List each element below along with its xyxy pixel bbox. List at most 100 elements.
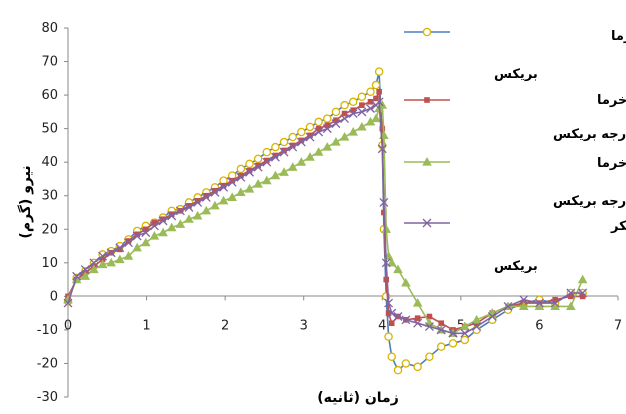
data-point bbox=[99, 256, 106, 263]
data-point bbox=[125, 238, 132, 244]
data-point bbox=[393, 264, 403, 274]
data-point bbox=[279, 137, 289, 147]
legend-entry bbox=[404, 218, 450, 228]
data-point bbox=[503, 301, 513, 311]
legend-entry bbox=[404, 97, 450, 103]
data-point bbox=[359, 102, 365, 108]
data-point bbox=[366, 87, 375, 96]
data-point bbox=[89, 264, 99, 274]
data-point bbox=[393, 312, 403, 321]
x-tick-label: 5 bbox=[457, 318, 465, 333]
legend-label: بریکس bbox=[494, 259, 538, 274]
data-point bbox=[322, 142, 333, 151]
x-axis-title: زمان (ثانیه) bbox=[317, 390, 399, 406]
data-point bbox=[98, 251, 108, 261]
legend-marker bbox=[422, 27, 432, 37]
data-point bbox=[166, 222, 177, 232]
data-point bbox=[314, 127, 324, 137]
data-point bbox=[448, 339, 458, 348]
data-point bbox=[314, 117, 323, 127]
data-point bbox=[201, 205, 212, 215]
data-point bbox=[297, 127, 306, 137]
data-point bbox=[436, 342, 446, 351]
data-point bbox=[63, 298, 73, 308]
data-point bbox=[413, 318, 423, 328]
data-point bbox=[424, 322, 434, 332]
data-point bbox=[229, 177, 236, 184]
data-point bbox=[519, 295, 529, 305]
y-tick-label: -10 bbox=[37, 323, 58, 338]
data-point bbox=[374, 97, 384, 107]
data-point bbox=[377, 144, 387, 154]
data-point bbox=[425, 352, 434, 361]
data-point bbox=[123, 251, 134, 260]
data-point bbox=[168, 211, 175, 217]
data-point bbox=[253, 178, 263, 188]
data-point bbox=[115, 243, 125, 253]
data-point bbox=[272, 152, 279, 159]
data-point bbox=[426, 313, 433, 320]
data-point bbox=[568, 293, 574, 300]
data-point bbox=[436, 325, 446, 335]
data-point bbox=[296, 157, 307, 166]
data-point bbox=[255, 162, 261, 169]
y-tick-label: 30 bbox=[41, 189, 58, 204]
data-point bbox=[472, 322, 482, 332]
data-point bbox=[184, 214, 194, 223]
data-point bbox=[374, 67, 384, 76]
series-4 bbox=[63, 97, 588, 338]
y-tick-label: 10 bbox=[41, 256, 58, 271]
data-point bbox=[210, 200, 220, 210]
data-point bbox=[289, 142, 296, 149]
y-tick-label: 40 bbox=[41, 155, 58, 170]
legend-label: درجه 70-محلول شکر bbox=[610, 219, 626, 234]
data-point bbox=[579, 293, 586, 300]
data-point bbox=[245, 167, 254, 177]
data-point bbox=[460, 328, 470, 338]
data-point bbox=[106, 257, 117, 267]
data-point bbox=[279, 167, 289, 176]
legend-marker bbox=[424, 97, 430, 103]
data-point bbox=[379, 197, 389, 207]
data-point bbox=[184, 203, 194, 212]
data-point bbox=[566, 288, 576, 298]
data-point bbox=[365, 116, 376, 126]
data-point bbox=[132, 242, 142, 252]
data-point bbox=[552, 296, 558, 303]
data-point bbox=[238, 172, 244, 179]
data-point bbox=[340, 114, 350, 124]
data-point bbox=[357, 121, 367, 131]
data-point bbox=[261, 175, 272, 185]
data-point bbox=[305, 122, 315, 132]
ticks-layer: -30 -20 -10 0 10 20 30 40 50 60 70 80 0 1 2 3 4 5 6 7 bbox=[37, 21, 622, 405]
data-point bbox=[298, 137, 305, 144]
data-point bbox=[388, 320, 395, 326]
data-point bbox=[487, 312, 497, 321]
legend-label: 70-قند مایع خرما bbox=[597, 156, 626, 171]
data-point bbox=[366, 104, 375, 113]
data-point bbox=[279, 147, 289, 157]
data-point bbox=[287, 162, 298, 171]
data-point bbox=[393, 365, 403, 375]
data-point bbox=[367, 99, 374, 105]
data-point bbox=[227, 177, 237, 187]
data-point bbox=[236, 164, 246, 174]
data-point bbox=[271, 142, 280, 152]
data-point bbox=[149, 230, 160, 240]
legend-entry bbox=[404, 27, 450, 37]
data-point bbox=[577, 274, 588, 284]
data-point bbox=[381, 224, 392, 233]
data-point bbox=[72, 271, 82, 281]
data-point bbox=[141, 228, 151, 238]
series-line bbox=[67, 99, 583, 335]
data-point bbox=[324, 122, 331, 129]
data-point bbox=[357, 107, 367, 117]
data-point bbox=[253, 162, 263, 172]
data-point bbox=[460, 335, 470, 345]
data-point bbox=[245, 159, 254, 169]
data-point bbox=[263, 157, 270, 164]
data-point bbox=[212, 187, 218, 194]
data-point bbox=[270, 152, 280, 162]
data-point bbox=[448, 328, 458, 338]
